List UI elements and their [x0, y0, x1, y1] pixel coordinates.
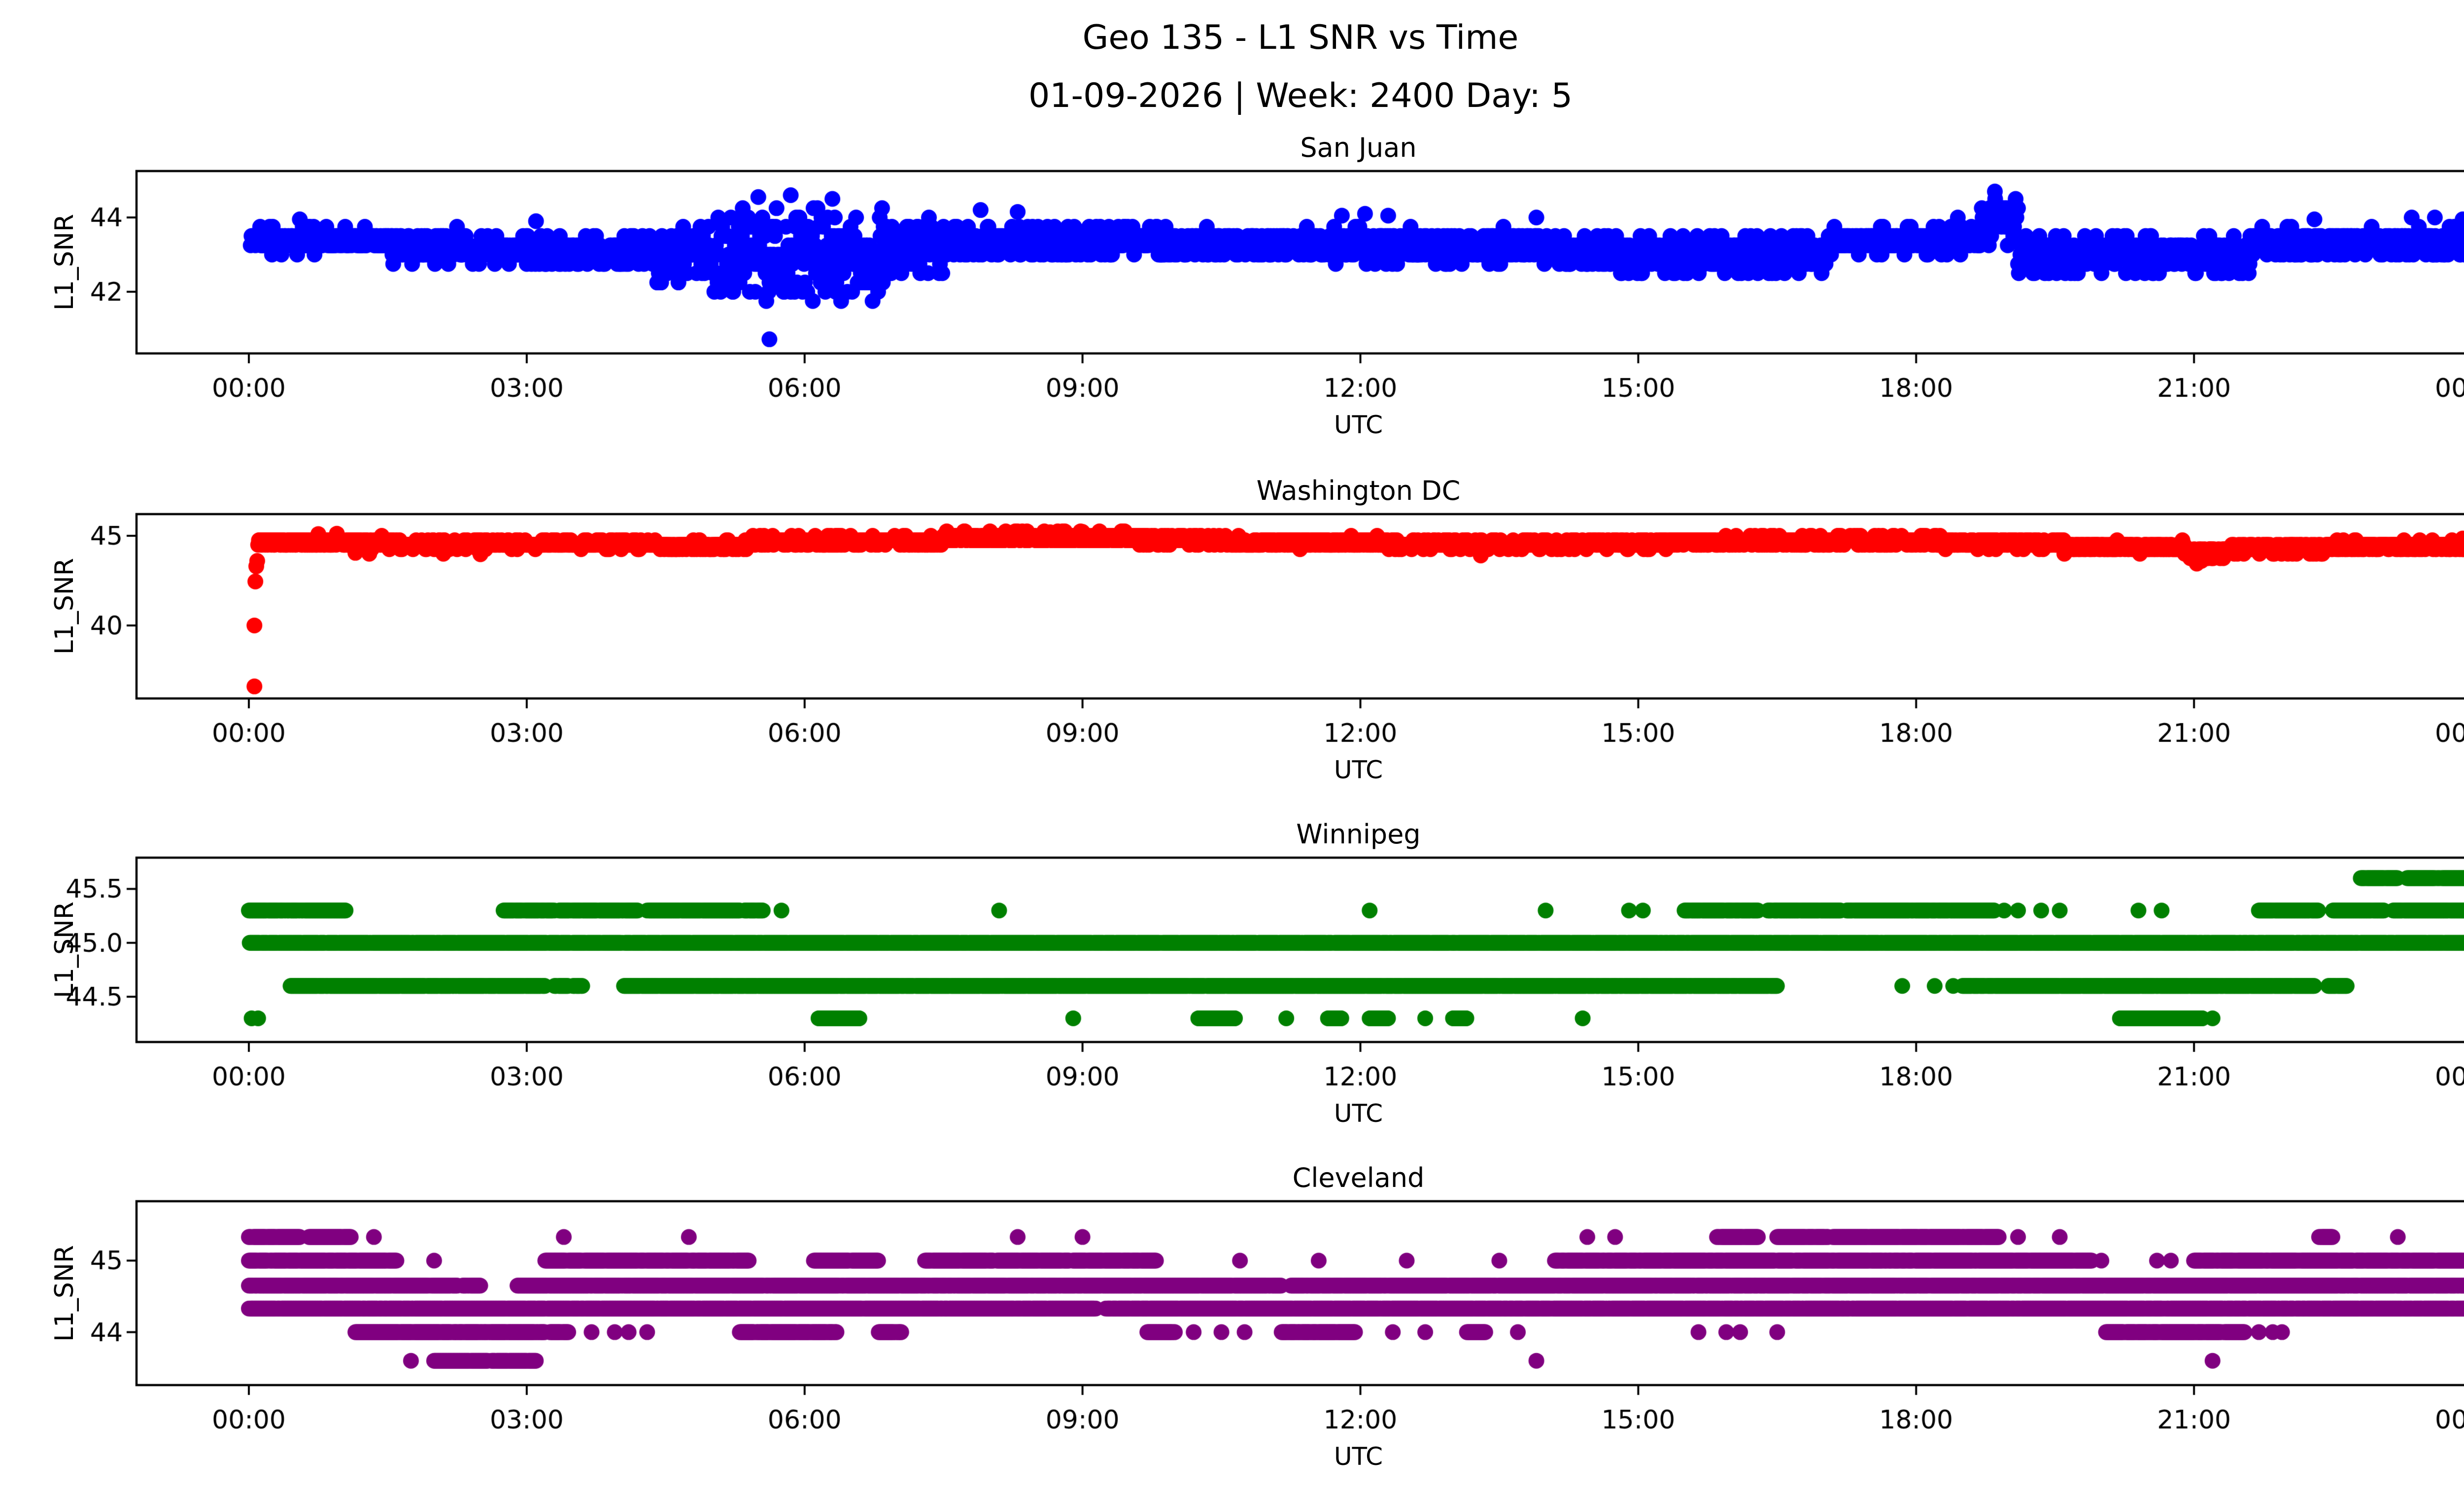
- subplot-title-winnipeg: Winnipeg: [1296, 819, 1421, 850]
- y-axis-label-2: L1_SNR: [50, 557, 79, 655]
- x-axis-label-2: UTC: [1334, 756, 1383, 784]
- x-axis-label-3: UTC: [1334, 1099, 1383, 1128]
- x-axis-label-4: UTC: [1334, 1442, 1383, 1471]
- figure-title-line1: Geo 135 - L1 SNR vs Time: [1082, 18, 1519, 57]
- figure-title-line2: 01-09-2026 | Week: 2400 Day: 5: [1028, 76, 1573, 115]
- x-axis-label-1: UTC: [1334, 411, 1383, 439]
- y-axis-label-3: L1_SNR: [50, 901, 79, 999]
- subplot-title-washington-dc: Washington DC: [1256, 475, 1461, 506]
- subplot-title-cleveland: Cleveland: [1292, 1162, 1425, 1193]
- subplot-title-san-juan: San Juan: [1300, 132, 1417, 163]
- figure-title: Geo 135 - L1 SNR vs Time 01-09-2026 | We…: [0, 9, 2464, 125]
- y-axis-label-1: L1_SNR: [50, 213, 79, 311]
- y-axis-label-4: L1_SNR: [50, 1245, 79, 1342]
